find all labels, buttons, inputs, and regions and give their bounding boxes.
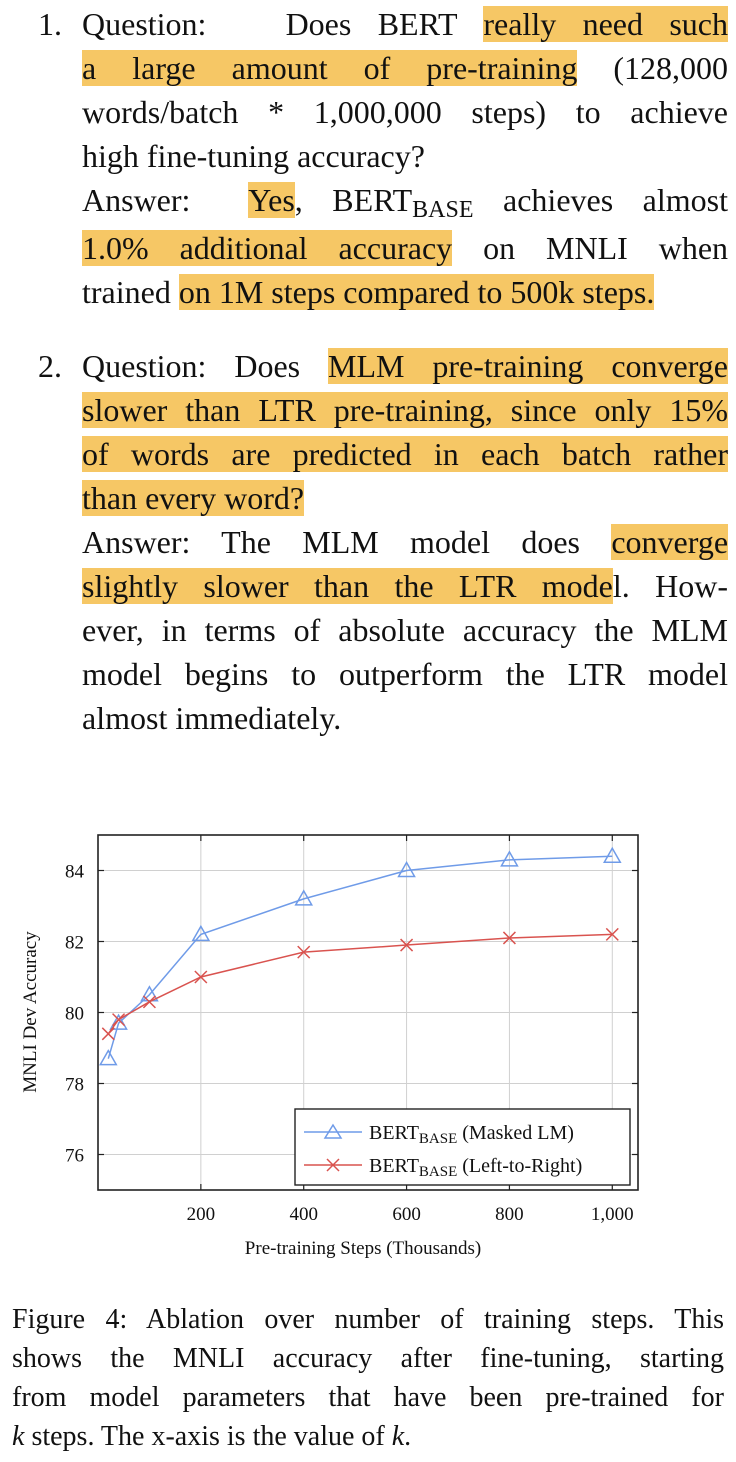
x-tick-label: 200 [187, 1204, 216, 1225]
math-k: k [391, 1421, 405, 1452]
data-point-x [101, 1027, 115, 1041]
y-tick-label: 76 [65, 1146, 84, 1167]
data-point-x [605, 927, 619, 941]
figure-4-chart: 200 400 600 800 1,000 76 78 80 82 84 Pre-training… [0, 800, 736, 1270]
answer-line: Answer: The MLM model does converge [82, 520, 729, 564]
y-axis-label: MNLI Dev Accuracy [20, 931, 41, 1093]
highlight: slightly slower than the LTR mode [82, 568, 613, 604]
highlight: slower than LTR pre-training, since only… [82, 392, 728, 428]
series-line-mlm [107, 855, 613, 1059]
question-line: words/batch * 1,000,000 steps) to achiev… [82, 94, 728, 130]
question-line: high fine-tuning accuracy? [82, 138, 425, 174]
answer-line: Answer: Yes, BERTBASE achieves almost [82, 178, 728, 226]
legend-box [294, 1108, 631, 1186]
highlight: really need such [483, 6, 729, 42]
text: on MNLI when [483, 230, 729, 266]
text: . [404, 1421, 412, 1452]
answer-line: almost immediately. [82, 700, 342, 736]
subscript: BASE [412, 197, 474, 223]
answer-line: model begins to outperform the LTR model [82, 656, 728, 692]
y-tick-label: 84 [65, 862, 85, 883]
caption-line: from model parameters that have been pre… [12, 1382, 724, 1413]
data-point-triangle [140, 985, 159, 1002]
x-axis-label: Pre-training Steps (Thousands) [245, 1238, 481, 1259]
x-tick-label: 1,000 [591, 1204, 634, 1225]
legend-label-mlm: BERTBASE (Masked LM) [369, 1122, 574, 1147]
highlight: a large amount of pre-training [82, 50, 578, 86]
caption-line: Figure 4: Ablation over number of traini… [12, 1304, 724, 1335]
legend-marker-mlm [323, 1123, 343, 1139]
data-point-triangle [98, 1049, 118, 1066]
answer-line: slightly slower than the LTR model. How- [82, 564, 728, 608]
data-point-x [502, 931, 516, 945]
series-layer [98, 846, 622, 1066]
data-point-x [142, 995, 156, 1009]
data-point-triangle [294, 889, 314, 906]
data-point-triangle [191, 924, 211, 942]
axis-ticks: 200 400 600 800 1,000 76 78 80 82 84 [65, 835, 638, 1225]
data-point-triangle [109, 1013, 128, 1030]
answer-label: Answer: The MLM model does [82, 524, 580, 560]
highlight: 1.0% additional accuracy [82, 230, 453, 266]
line-chart: 200 400 600 800 1,000 76 78 80 82 84 Pre-training… [20, 834, 639, 1259]
text: (128,000 [613, 50, 728, 86]
answer-line: trained on 1M steps compared to 500k ste… [82, 270, 728, 314]
legend-label-ltr: BERTBASE (Left-to-Right) [369, 1155, 582, 1180]
legend-marker-ltr [326, 1158, 340, 1172]
x-tick-label: 400 [289, 1204, 318, 1225]
caption-line: k steps. The x-axis is the value of k. [12, 1417, 724, 1456]
highlight: MLM pre-training converge [328, 348, 729, 384]
series-line-ltr [107, 933, 613, 1035]
qa-item-1: 1. Question: Does BERT really need such … [38, 2, 728, 314]
data-point-x [112, 1013, 126, 1027]
highlight: converge [611, 524, 729, 560]
text: l. How- [612, 568, 729, 604]
data-point-x [297, 945, 311, 959]
y-tick-label: 80 [65, 1004, 84, 1025]
y-tick-label: 78 [65, 1075, 84, 1096]
question-label: Question: [82, 6, 207, 42]
text: , [294, 182, 303, 218]
text: BERT [332, 182, 413, 218]
legend: BERTBASE (Masked LM) BERTBASE (Left-to-R… [294, 1108, 631, 1186]
question-label: Question: Does [82, 348, 301, 384]
answer-line: ever, in terms of absolute accuracy the … [82, 612, 728, 648]
qa-body: Question: Does MLM pre-training converge… [82, 344, 729, 740]
qa-body: Question: Does BERT really need such a l… [82, 2, 728, 314]
highlight: Yes [248, 182, 295, 218]
highlight: on 1M steps compared to 500k steps. [178, 274, 655, 310]
question-line: of words are predicted in each batch rat… [82, 432, 728, 476]
qa-item-2: 2. Question: Does MLM pre-training conve… [38, 344, 729, 740]
answer-label: Answer: [82, 182, 191, 218]
text: steps. The x-axis is the value of [31, 1421, 385, 1452]
question-line: Question: Does BERT really need such [82, 2, 729, 46]
data-point-triangle [500, 850, 519, 867]
answer-line: 1.0% additional accuracy on MNLI when [82, 226, 728, 270]
caption-line: shows the MNLI accuracy after fine-tunin… [12, 1343, 724, 1374]
highlight: of words are predicted in each batch rat… [82, 436, 728, 472]
highlight: than every word? [82, 480, 305, 516]
y-tick-label: 82 [65, 933, 84, 954]
math-k: k [12, 1421, 25, 1452]
item-number: 1. [38, 6, 62, 42]
question-line: slower than LTR pre-training, since only… [82, 388, 728, 432]
question-line: a large amount of pre-training (128,000 [82, 46, 728, 90]
figure-caption: Figure 4: Ablation over number of traini… [12, 1300, 724, 1456]
item-number: 2. [38, 348, 62, 384]
data-point-triangle [602, 846, 622, 864]
data-point-triangle [397, 860, 416, 878]
text: trained [82, 274, 171, 310]
text: Does BERT [285, 6, 457, 42]
data-point-x [194, 970, 208, 984]
question-line: than every word? [82, 476, 728, 520]
x-tick-label: 800 [495, 1204, 524, 1225]
question-line: Question: Does MLM pre-training converge [82, 344, 729, 388]
data-point-x [400, 938, 414, 952]
x-tick-label: 600 [392, 1204, 421, 1225]
text: achieves almost [503, 182, 728, 218]
